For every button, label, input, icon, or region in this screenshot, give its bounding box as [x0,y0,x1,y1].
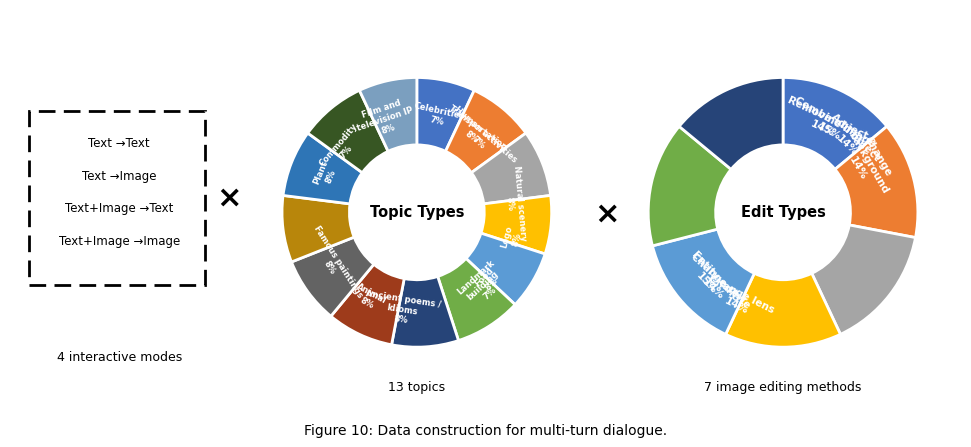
Text: Human activities
7%: Human activities 7% [446,105,519,172]
Text: Landmark
building
7%: Landmark building 7% [455,258,511,312]
Text: Entity edit
15%: Entity edit 15% [682,249,740,309]
Text: Edit Types: Edit Types [741,205,825,220]
FancyBboxPatch shape [29,111,205,285]
Text: Transportation
8%: Transportation 8% [441,104,509,161]
Text: Change style
14%: Change style 14% [681,251,752,319]
Wedge shape [471,133,551,204]
Wedge shape [466,233,545,304]
Wedge shape [481,195,552,254]
Wedge shape [284,133,362,204]
Text: Famous paintings
8%: Famous paintings 8% [303,224,364,305]
Text: Celebrities
7%: Celebrities 7% [411,101,466,131]
Text: Change lens
14%: Change lens 14% [702,274,776,326]
Text: ×: × [594,200,619,229]
Text: Add object
14%: Add object 14% [821,112,882,171]
Text: Film and
television IP
8%: Film and television IP 8% [352,96,418,143]
Wedge shape [331,264,404,345]
Wedge shape [725,273,841,347]
Text: Remove object
14%: Remove object 14% [781,95,869,152]
Text: 4 interactive modes: 4 interactive modes [56,350,182,364]
Text: ×: × [217,183,242,212]
Wedge shape [649,127,731,246]
Text: Change
background
14%: Change background 14% [836,124,900,201]
Wedge shape [679,77,783,169]
Text: Topic Types: Topic Types [370,205,464,220]
Text: 7 image editing methods: 7 image editing methods [704,381,861,394]
Text: Plant
8%: Plant 8% [312,160,340,190]
Text: Text+Image →Image: Text+Image →Image [58,235,180,248]
Wedge shape [446,90,526,173]
Text: Animal
8%: Animal 8% [351,282,388,315]
Text: Food
8%: Food 8% [473,266,503,295]
Text: Text →Text: Text →Text [88,137,151,150]
Wedge shape [291,237,374,316]
Wedge shape [282,195,354,262]
Text: Figure 10: Data construction for multi-turn dialogue.: Figure 10: Data construction for multi-t… [304,424,667,438]
Wedge shape [438,258,516,341]
Text: Combine image
15%: Combine image 15% [787,95,877,159]
Text: 13 topics: 13 topics [388,381,446,394]
Text: Text+Image →Text: Text+Image →Text [65,202,174,215]
Wedge shape [391,276,458,347]
Text: Natural scenery
8%: Natural scenery 8% [502,165,528,242]
Wedge shape [359,77,417,152]
Wedge shape [308,90,388,173]
Wedge shape [835,127,918,238]
Wedge shape [783,77,887,169]
Text: Text →Image: Text →Image [82,169,156,183]
Wedge shape [812,225,916,334]
Text: Logo
8%: Logo 8% [499,224,524,252]
Wedge shape [417,77,474,152]
Text: Ancient poems /
Idioms
8%: Ancient poems / Idioms 8% [362,289,442,330]
Wedge shape [653,229,754,334]
Text: Commodity
7%: Commodity 7% [318,122,367,175]
